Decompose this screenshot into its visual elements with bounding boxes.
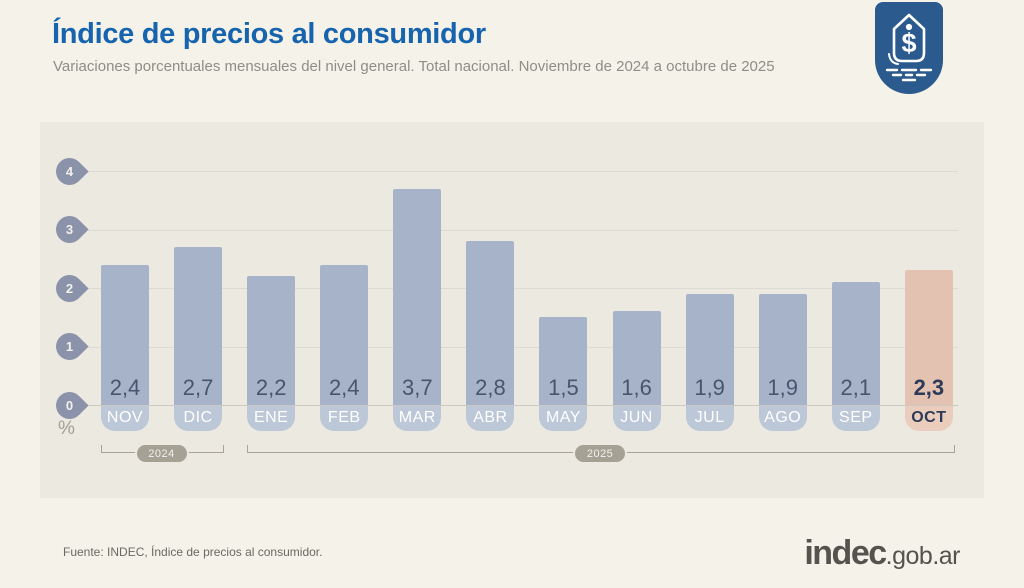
bar-column: 1,9 AGO bbox=[758, 293, 807, 431]
bar-series: 2,4 NOV 2,7 DIC 2,2 ENE 2,4 FEB 3,7 MAR 2,8 ABR 1,5 M… bbox=[101, 122, 953, 431]
bar-column: 2,1 SEP bbox=[831, 282, 880, 431]
gridline bbox=[88, 346, 958, 348]
bar-value-label: 2,4 bbox=[109, 375, 141, 400]
month-pill: MAY bbox=[539, 405, 588, 431]
chart-panel: 0 1 2 3 4 2,4 NOV 2,7 DIC 2,2 ENE 2,4 FEB 3,7 MAR 2,8 AB… bbox=[40, 122, 984, 498]
bar-column: 1,5 MAY bbox=[539, 317, 588, 431]
bar-value-label: 1,9 bbox=[694, 375, 725, 400]
bar-column: 3,7 MAR bbox=[393, 188, 442, 431]
month-pill: MAR bbox=[393, 405, 442, 431]
y-tick-label: 4 bbox=[65, 163, 74, 179]
bar-column: 1,6 JUN bbox=[612, 311, 661, 431]
month-pill: DIC bbox=[174, 405, 223, 431]
bar-value-label: 2,1 bbox=[840, 375, 872, 400]
month-pill: AGO bbox=[758, 405, 807, 431]
page-subtitle: Variaciones porcentuales mensuales del n… bbox=[53, 58, 775, 75]
page-title: Índice de precios al consumidor bbox=[52, 18, 486, 50]
bar-value-label: 2,3 bbox=[913, 375, 945, 400]
month-pill: ENE bbox=[247, 405, 296, 431]
price-tag-dollar-icon: $ bbox=[885, 13, 933, 82]
bar-column: 1,9 JUL bbox=[685, 293, 734, 431]
bar-column: 2,8 ABR bbox=[466, 241, 515, 431]
x-axis-baseline bbox=[88, 405, 958, 406]
bar-value-label: 2,7 bbox=[182, 375, 214, 400]
bar-value-label: 2,4 bbox=[328, 375, 360, 400]
month-pill: FEB bbox=[320, 405, 369, 431]
indec-logo-text: indec bbox=[804, 534, 887, 572]
y-tick-label: 2 bbox=[65, 280, 74, 296]
bar-column: 2,4 NOV bbox=[101, 264, 149, 431]
y-axis-unit-label: % bbox=[58, 418, 75, 439]
gridline bbox=[88, 171, 958, 172]
indec-logo-domain: .gob.ar bbox=[885, 542, 961, 570]
y-tick-label: 1 bbox=[65, 339, 74, 354]
source-note: Fuente: INDEC, Índice de precios al cons… bbox=[63, 545, 323, 559]
bar-value-label: 2,2 bbox=[255, 375, 287, 400]
y-tick-label: 0 bbox=[65, 397, 74, 413]
indec-logo: indec.gob.ar bbox=[804, 534, 960, 573]
y-tick-label: 3 bbox=[65, 222, 74, 237]
bar-value-label: 3,7 bbox=[402, 375, 433, 400]
year-label-pill: 2025 bbox=[573, 443, 628, 464]
month-pill: JUN bbox=[612, 405, 661, 431]
bar-value-label: 1,5 bbox=[548, 375, 579, 400]
month-pill: JUL bbox=[685, 405, 734, 431]
price-tag-badge: $ bbox=[875, 2, 943, 94]
bar-value-label: 1,9 bbox=[767, 375, 798, 400]
gridline bbox=[88, 229, 958, 231]
bar-column: 2,3 OCT bbox=[904, 270, 953, 431]
bar-value-label: 2,8 bbox=[475, 375, 506, 400]
bar-value-label: 1,6 bbox=[621, 375, 652, 400]
bar-column: 2,4 FEB bbox=[320, 264, 369, 431]
gridline bbox=[88, 288, 958, 289]
y-tick-marker: 1 bbox=[50, 327, 89, 366]
y-tick-marker: 4 bbox=[50, 151, 89, 191]
svg-text:$: $ bbox=[901, 28, 916, 58]
month-pill: OCT bbox=[904, 405, 953, 431]
y-tick-marker: 3 bbox=[50, 210, 89, 249]
year-label-pill: 2024 bbox=[134, 443, 189, 464]
bar-column: 2,2 ENE bbox=[247, 276, 296, 431]
bar-column: 2,7 DIC bbox=[174, 247, 223, 431]
month-pill: SEP bbox=[831, 405, 880, 431]
y-tick-marker: 2 bbox=[50, 268, 89, 308]
month-pill: ABR bbox=[466, 405, 515, 431]
month-pill: NOV bbox=[101, 405, 149, 431]
